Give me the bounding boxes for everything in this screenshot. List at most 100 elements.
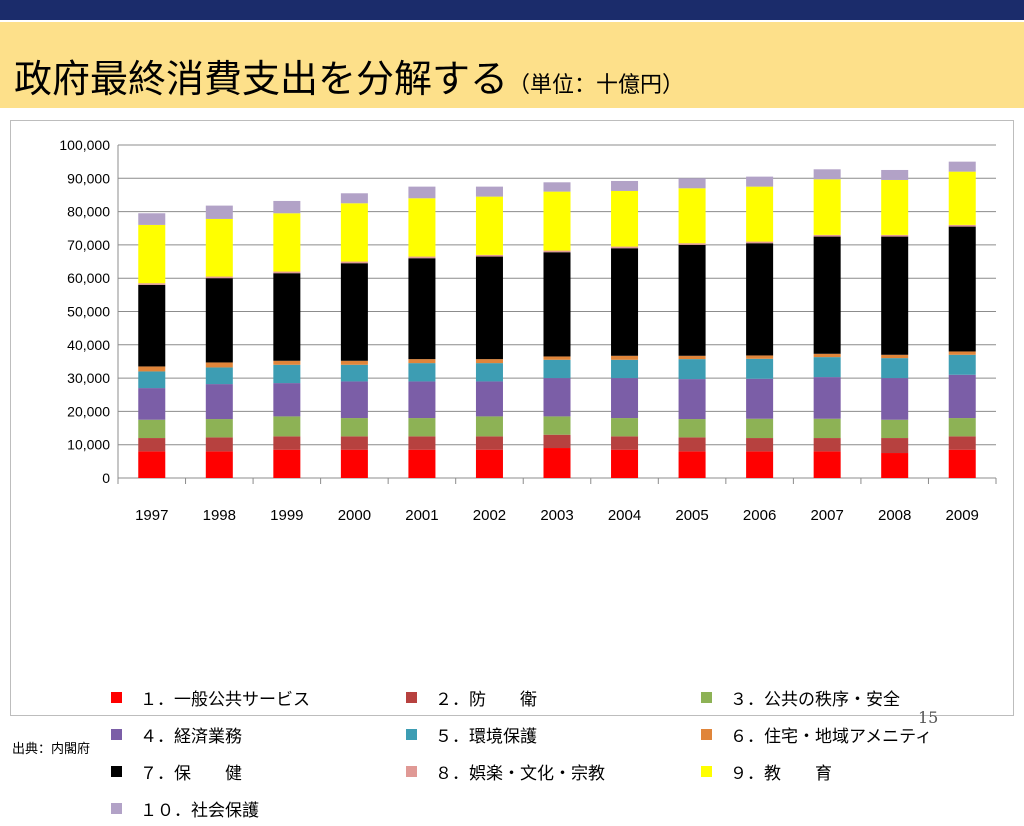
bar-segment <box>543 182 571 192</box>
legend-swatch <box>111 691 122 703</box>
bar-segment <box>475 186 503 197</box>
legend-item: ６．住宅・地域アメニティ <box>701 723 933 747</box>
legend-swatch <box>701 691 712 703</box>
bar-segment <box>678 188 706 244</box>
legend-item: ８．娯楽・文化・宗教 <box>406 760 605 784</box>
legend-item: １．一般公共サービス <box>111 686 310 710</box>
y-tick-label: 100,000 <box>59 137 110 153</box>
bar-segment <box>611 355 639 360</box>
bar-segment <box>881 419 909 439</box>
bar-segment <box>678 243 706 245</box>
bar-segment <box>138 388 166 420</box>
bar-segment <box>138 213 166 225</box>
bar-segment <box>611 378 639 419</box>
legend-label: ７．保 健 <box>140 763 242 784</box>
x-tick-label: 2009 <box>946 507 979 524</box>
bar-segment <box>205 218 233 277</box>
legend-item: １０．社会保護 <box>111 797 259 821</box>
legend-swatch <box>406 691 417 703</box>
bar-segment <box>475 363 503 382</box>
bar-segment <box>408 198 436 257</box>
bar-segment <box>475 381 503 417</box>
bar-segment <box>881 354 909 359</box>
bar-segment <box>543 191 571 251</box>
bar-segment <box>746 451 774 478</box>
legend-item: ４．経済業務 <box>111 723 242 747</box>
bar-segment <box>273 360 301 365</box>
bar-segment <box>205 451 233 478</box>
bar-segment <box>138 283 166 285</box>
bar-segment <box>543 448 571 478</box>
bar-segment <box>813 236 841 354</box>
x-tick-label: 1999 <box>270 507 303 524</box>
bar-segment <box>475 359 503 364</box>
bar-segment <box>611 190 639 247</box>
bar-segment <box>948 171 976 225</box>
y-tick-label: 0 <box>102 470 110 486</box>
bar-segment <box>543 250 571 253</box>
bar-segment <box>678 419 706 438</box>
bar-segment <box>813 169 841 180</box>
bar-segment <box>205 437 233 452</box>
bar-segment <box>746 438 774 452</box>
bar-segment <box>746 241 774 244</box>
y-tick-label: 10,000 <box>67 437 110 453</box>
bar-segment <box>678 359 706 380</box>
bar-segment <box>813 357 841 378</box>
bar-segment <box>475 416 503 437</box>
bar-segment <box>475 196 503 255</box>
bar-segment <box>205 278 233 363</box>
bar-segment <box>881 453 909 478</box>
bar-segment <box>408 186 436 199</box>
legend-label: ６．住宅・地域アメニティ <box>730 726 933 747</box>
title-band <box>0 22 1024 108</box>
bar-segment <box>408 258 436 360</box>
x-tick-label: 2006 <box>743 507 776 524</box>
bar-segment <box>813 377 841 419</box>
y-tick-label: 60,000 <box>67 270 110 286</box>
legend-label: ４．経済業務 <box>140 726 242 747</box>
legend-label: ５．環境保護 <box>435 726 537 747</box>
bar-segment <box>340 193 368 204</box>
bar-segment <box>678 379 706 420</box>
bar-segment <box>746 243 774 356</box>
bar-segment <box>813 438 841 452</box>
bar-segment <box>340 449 368 478</box>
bar-segment <box>273 271 301 274</box>
legend-label: ２．防 衛 <box>435 689 537 710</box>
bar-segment <box>881 438 909 454</box>
x-tick-label: 2008 <box>878 507 911 524</box>
bar-segment <box>678 451 706 478</box>
chart-frame: 0 10,000 20,000 30,000 40,000 50,000 60,000 70,… <box>10 120 1014 821</box>
bar-segment <box>340 261 368 264</box>
bar-segment <box>678 355 706 360</box>
bar-segment <box>746 418 774 439</box>
y-tick-label: 80,000 <box>67 204 110 220</box>
title-main: 政府最終消費支出を分解する <box>14 57 509 101</box>
legend-label: １．一般公共サービス <box>140 689 310 710</box>
bar-segment <box>205 419 233 438</box>
y-tick-label: 40,000 <box>67 337 110 353</box>
legend-item: ７．保 健 <box>111 760 242 784</box>
bar-segment <box>205 205 233 219</box>
bar-segment <box>611 180 639 191</box>
bar-segment <box>948 226 976 352</box>
legend-label: ９．教 育 <box>730 763 832 784</box>
bar-segment <box>273 213 301 272</box>
bar-segment <box>543 434 571 449</box>
bar-segment <box>746 378 774 419</box>
bar-segment <box>205 367 233 385</box>
x-tick-label: 2003 <box>540 507 573 524</box>
bar-segment <box>408 381 436 419</box>
legend-label: ８．娯楽・文化・宗教 <box>435 763 605 784</box>
bar-segment <box>611 246 639 249</box>
source-note: 出典：内閣府 <box>12 742 91 757</box>
bar-segment <box>408 436 436 450</box>
bar-segment <box>881 236 909 355</box>
bar-segment <box>948 374 976 419</box>
y-tick-label: 70,000 <box>67 237 110 253</box>
bar-segment <box>340 360 368 365</box>
bar-segment <box>340 203 368 262</box>
bar-segment <box>611 248 639 356</box>
bar-segment <box>543 252 571 357</box>
